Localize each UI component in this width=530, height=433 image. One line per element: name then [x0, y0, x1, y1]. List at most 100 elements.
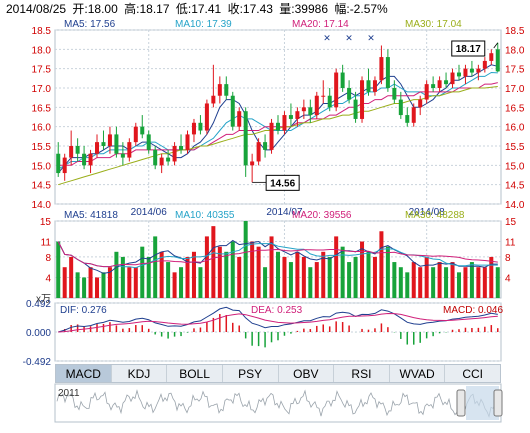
- volume-tick-label-left: 4: [45, 273, 51, 284]
- volume-bar: [204, 236, 209, 298]
- volume-bars: [56, 221, 500, 298]
- tab-boll[interactable]: BOLL: [167, 365, 223, 382]
- volume-bar: [424, 256, 429, 298]
- candle-body: [256, 142, 261, 162]
- candle-body: [482, 60, 487, 69]
- tab-wvad[interactable]: WVAD: [390, 365, 446, 382]
- volume-bar: [146, 256, 151, 298]
- tab-kdj[interactable]: KDJ: [112, 365, 168, 382]
- candle-body: [250, 161, 255, 166]
- x-axis-labels: 2014/06 2014/07 2014/08: [131, 207, 446, 218]
- volume-bar: [120, 256, 125, 298]
- volume-bar: [179, 267, 184, 298]
- volume-tick-label-left: 8: [45, 253, 51, 264]
- navigator-left-handle[interactable]: [456, 389, 466, 417]
- volume-bar: [314, 262, 319, 298]
- volume-bar: [385, 246, 390, 298]
- volume-bar: [372, 256, 377, 298]
- macd-tick-label: 0.000: [26, 328, 51, 339]
- event-marker-icon: ✕: [323, 33, 331, 43]
- volume-legend-item: MA5: 41818: [64, 210, 118, 221]
- volume-bar: [418, 267, 423, 298]
- candle-body: [288, 115, 293, 119]
- volume-ma-line-20: [57, 241, 498, 268]
- tab-cci[interactable]: CCI: [462, 366, 484, 381]
- tab-psy[interactable]: PSY: [223, 365, 279, 382]
- candle-body: [411, 107, 416, 123]
- candle-body: [295, 111, 300, 119]
- volume-legend-item: MA20: 39556: [292, 210, 352, 221]
- volume-bar: [392, 262, 397, 298]
- candle-body: [418, 99, 423, 108]
- price-tick-label-left: 18.5: [32, 26, 52, 37]
- candle-body: [56, 153, 61, 174]
- volume-bar: [133, 267, 138, 298]
- header-open: 18.00: [88, 2, 118, 16]
- volume-bar: [166, 262, 171, 298]
- navigator-panel[interactable]: [54, 383, 502, 423]
- tab-rsi[interactable]: RSI: [334, 365, 390, 382]
- candle-body: [237, 111, 242, 127]
- volume-bar: [101, 272, 106, 298]
- price-legend-item: MA30: 17.04: [405, 19, 462, 30]
- volume-bar: [327, 256, 332, 298]
- macd-tick-label: -0.492: [23, 357, 52, 368]
- volume-tick-label-right: 8: [505, 253, 511, 264]
- candle-body: [133, 126, 138, 143]
- volume-bar: [127, 267, 132, 298]
- tab-obv[interactable]: OBV: [279, 365, 335, 382]
- price-tick-label-left: 17.0: [32, 84, 52, 95]
- candle-body: [379, 57, 384, 81]
- indicator-tabs: MACD KDJ BOLL PSY OBV RSI WVAD CCI: [55, 364, 501, 383]
- tab-macd[interactable]: MACD: [56, 365, 112, 382]
- volume-bar: [191, 251, 196, 298]
- candle-body: [275, 122, 281, 131]
- candle-body: [69, 146, 74, 158]
- header-date: 2014/08/25: [6, 2, 66, 16]
- price-tick-label-left: 15.0: [32, 161, 52, 172]
- volume-bar: [405, 272, 410, 298]
- candle-body: [489, 53, 494, 61]
- candle-body: [405, 115, 410, 123]
- candle-body: [224, 84, 229, 96]
- price-tick-label-right: 17.5: [505, 65, 525, 76]
- header-high-label: 高:: [124, 1, 139, 16]
- event-marker-icon: ✕: [345, 33, 353, 43]
- price-tick-label-left: 18.0: [32, 45, 52, 56]
- volume-bar: [282, 256, 287, 298]
- volume-ma-lines: [57, 239, 498, 274]
- candle-body: [469, 68, 474, 73]
- volume-bar: [237, 256, 242, 298]
- candle-body: [127, 142, 132, 158]
- candle-body: [392, 88, 397, 100]
- x-axis-label: 2014/07: [266, 207, 303, 218]
- x-axis-label: 2014/06: [131, 207, 168, 218]
- candle-body: [217, 84, 222, 96]
- header-close-label: 收:: [228, 2, 243, 16]
- header-volume-label: 量:: [279, 2, 294, 16]
- candle-body: [153, 149, 158, 166]
- price-tick-label-right: 15.5: [505, 142, 525, 153]
- volume-bar: [250, 241, 255, 298]
- navigator-right-handle[interactable]: [493, 389, 503, 417]
- price-tick-label-right: 15.0: [505, 161, 525, 172]
- volume-bar: [308, 267, 313, 298]
- volume-bar: [398, 267, 403, 298]
- high-callout-pointer: [493, 42, 499, 49]
- price-tick-label-right: 16.0: [505, 123, 525, 134]
- candle-body: [424, 84, 429, 100]
- candle-body: [463, 68, 468, 77]
- candle-body: [114, 134, 119, 154]
- event-marker-icon: ✕: [367, 33, 375, 43]
- candle-body: [321, 95, 326, 97]
- volume-bar: [334, 236, 339, 298]
- volume-bar: [288, 262, 293, 298]
- volume-bar: [243, 221, 248, 298]
- candle-body: [191, 122, 196, 135]
- volume-bar: [269, 236, 274, 298]
- header-change-label: 幅:: [334, 1, 349, 16]
- volume-bar: [444, 267, 449, 298]
- candle-body: [372, 80, 377, 92]
- candle-body: [198, 122, 203, 131]
